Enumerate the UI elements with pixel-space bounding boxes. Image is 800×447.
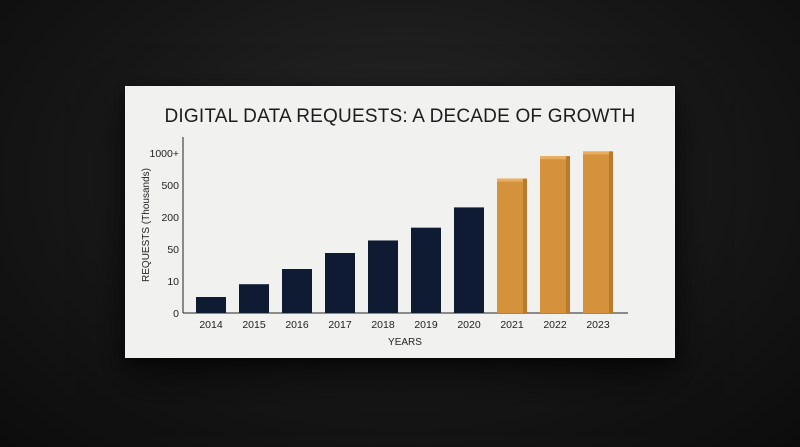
bar-2017	[325, 253, 355, 313]
bar-edge-2022	[566, 156, 570, 313]
x-tick-label: 2020	[457, 319, 481, 331]
bar-2023	[583, 151, 613, 313]
bars	[196, 151, 613, 313]
y-tick-label: 10	[167, 276, 179, 288]
y-tick-label: 1000+	[150, 148, 180, 160]
x-axis-ticks: 2014 2015 2016 2017 2018 2019 2020 2021 2022 2023	[199, 319, 610, 331]
bar-highlight-2022	[540, 156, 570, 160]
bar-2019	[411, 227, 441, 313]
x-tick-label: 2017	[328, 319, 352, 331]
bar-edge-2021	[523, 178, 527, 313]
y-tick-label: 50	[167, 244, 179, 256]
bar-2014	[196, 297, 226, 313]
x-axis-title: YEARS	[388, 337, 422, 348]
bar-2021	[497, 178, 527, 313]
bar-highlight-2023	[583, 151, 613, 155]
x-tick-label: 2019	[414, 319, 438, 331]
chart-title: DIGITAL DATA REQUESTS: A DECADE OF GROWT…	[164, 106, 636, 127]
y-tick-label: 0	[173, 308, 179, 320]
x-tick-label: 2014	[199, 319, 223, 331]
x-tick-label: 2023	[586, 319, 610, 331]
bar-2018	[368, 240, 398, 313]
bar-2022	[540, 156, 570, 313]
y-tick-label: 200	[161, 212, 179, 224]
x-tick-label: 2022	[543, 319, 567, 331]
x-tick-label: 2021	[500, 319, 524, 331]
x-tick-label: 2018	[371, 319, 395, 331]
bar-highlight-2021	[497, 178, 527, 182]
y-tick-label: 500	[161, 180, 179, 192]
bar-2016	[282, 269, 312, 313]
y-axis-ticks: 0 10 50 200 500 1000+	[150, 148, 180, 320]
bar-2015	[239, 284, 269, 313]
x-tick-label: 2016	[285, 319, 309, 331]
y-axis-title: REQUESTS (Thousands)	[141, 168, 152, 282]
x-tick-label: 2015	[242, 319, 266, 331]
bar-2020	[454, 207, 484, 313]
bar-edge-2023	[609, 151, 613, 313]
